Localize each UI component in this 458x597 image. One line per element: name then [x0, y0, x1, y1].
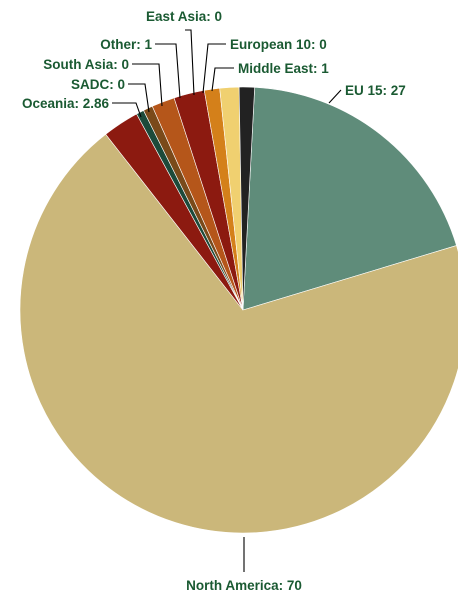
label-leader-lines [112, 29, 342, 572]
pie-slices [19, 86, 458, 534]
leader-other [155, 43, 181, 99]
leader-sadc [128, 83, 150, 113]
label-european-10: European 10: 0 [230, 37, 327, 52]
label-south-asia: South Asia: 0 [43, 57, 129, 72]
slice-labels: EU 15: 27 North America: 70 Oceania: 2.8… [22, 9, 406, 593]
label-eu-15: EU 15: 27 [345, 83, 406, 98]
label-east-asia: East Asia: 0 [146, 9, 222, 24]
label-sadc: SADC: 0 [71, 77, 125, 92]
leader-european-10 [202, 43, 226, 94]
leader-eu-15 [328, 89, 342, 104]
label-north-america: North America: 70 [186, 578, 302, 593]
label-oceania: Oceania: 2.86 [22, 96, 110, 111]
label-other: Other: 1 [100, 37, 152, 52]
leader-east-asia [185, 29, 195, 96]
slice-north-america [19, 133, 458, 534]
slice-eu-15 [242, 86, 457, 311]
leader-south-asia [132, 63, 163, 107]
leader-middle-east [211, 67, 234, 92]
slice-dark-sliver [238, 86, 255, 311]
label-middle-east: Middle East: 1 [238, 61, 329, 76]
leader-oceania [112, 102, 142, 118]
